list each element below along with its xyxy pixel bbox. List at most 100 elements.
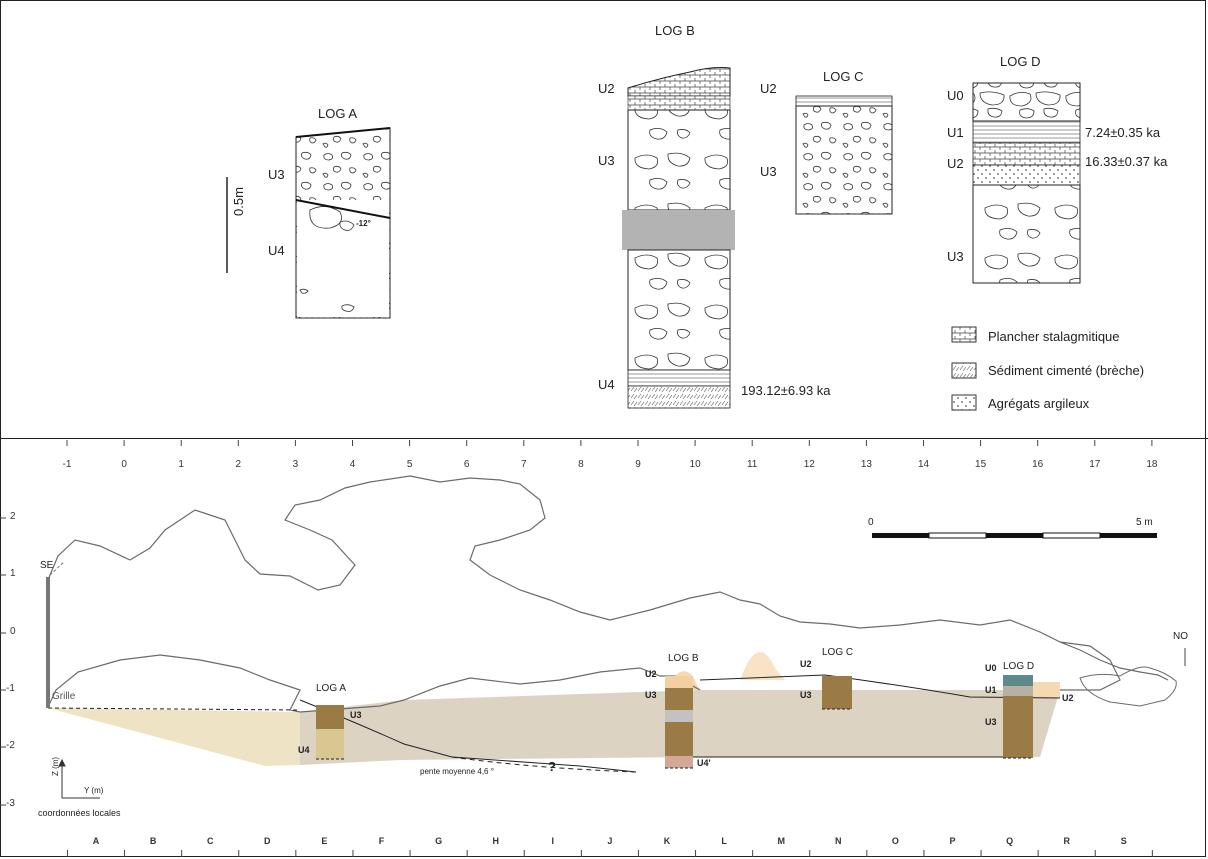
- log-d-unit-u2: U2: [947, 156, 964, 171]
- log-a-unit-u4: U4: [268, 243, 285, 258]
- section-log-b-u3: U3: [645, 690, 657, 700]
- z-tick-minus3: -3: [6, 798, 15, 809]
- x-tick-label: 11: [746, 459, 758, 470]
- log-d-unit-u0: U0: [947, 88, 964, 103]
- x-tick-label: 16: [1032, 459, 1044, 470]
- x-tick-label: 17: [1089, 459, 1101, 470]
- grid-letter: A: [92, 836, 100, 846]
- section-log-c-u3: U3: [800, 690, 812, 700]
- log-b-column: [622, 67, 735, 409]
- section-log-d-u2: U2: [1062, 693, 1074, 703]
- x-tick-label: 15: [975, 459, 987, 470]
- grid-letter: N: [835, 836, 842, 846]
- orientation-no: NO: [1173, 631, 1188, 642]
- log-b-unit-u2: U2: [598, 81, 615, 96]
- section-log-b-u2: U2: [645, 669, 657, 679]
- grid-letter: K: [663, 836, 671, 846]
- grid-letter: O: [891, 836, 899, 846]
- legend-label-clay: Agrégats argileux: [988, 396, 1090, 411]
- cemented-sediment-pattern-icon: [951, 362, 977, 379]
- section-log-b-u4: U4': [697, 758, 711, 768]
- grid-letter: B: [149, 836, 157, 846]
- grid-letter: C: [206, 836, 214, 846]
- section-log-d-u1: U1: [985, 685, 997, 695]
- section-log-a-title: LOG A: [316, 683, 347, 694]
- x-tick-label: 7: [521, 459, 527, 470]
- scalebar-end: 5 m: [1136, 517, 1153, 528]
- grid-letter: F: [378, 836, 385, 846]
- x-tick-label: 12: [803, 459, 815, 470]
- log-c-unit-u2: U2: [760, 81, 777, 96]
- grid-letter: G: [435, 836, 443, 846]
- coordinates-caption: coordonnées locales: [38, 808, 121, 818]
- z-tick-0: 0: [10, 626, 16, 637]
- grille-label: Grille: [52, 691, 76, 702]
- legend-label-stalagmite: Plancher stalagmitique: [988, 329, 1120, 344]
- scalebar-start: 0: [868, 517, 874, 528]
- log-c-unit-u3: U3: [760, 164, 777, 179]
- z-tick-2: 2: [10, 511, 16, 522]
- section-log-c-title: LOG C: [822, 647, 854, 658]
- grid-letter: I: [551, 836, 555, 846]
- log-d-title: LOG D: [1000, 54, 1041, 69]
- z-tick-minus2: -2: [6, 740, 15, 751]
- legend-label-cemented: Sédiment cimenté (brèche): [988, 363, 1145, 378]
- x-tick-label: -1: [62, 459, 72, 470]
- x-tick-label: 1: [178, 459, 184, 470]
- section-log-d-u0: U0: [985, 663, 997, 673]
- log-c-column: [795, 95, 893, 215]
- x-tick-label: 4: [349, 459, 356, 470]
- section-log-c-u2: U2: [800, 659, 812, 669]
- section-log-a-u4: U4: [298, 745, 310, 755]
- orientation-se: SE: [40, 560, 54, 571]
- z-tick-minus1: -1: [6, 683, 15, 694]
- y-axis-label: Y (m): [84, 786, 104, 795]
- log-b-unit-u3: U3: [598, 153, 615, 168]
- x-tick-label: 6: [463, 459, 470, 470]
- z-tick-1: 1: [10, 568, 16, 579]
- z-axis-label: Z (m): [51, 756, 60, 776]
- section-log-b-title: LOG B: [668, 653, 699, 664]
- x-tick-label: 9: [635, 459, 641, 470]
- x-tick-label: 8: [578, 459, 584, 470]
- x-tick-label: 2: [235, 459, 242, 470]
- x-tick-label: 13: [860, 459, 872, 470]
- log-d-date-1: 7.24±0.35 ka: [1085, 125, 1161, 140]
- log-a-column: [295, 127, 391, 319]
- grid-letter: P: [949, 836, 956, 846]
- x-tick-label: 3: [292, 459, 299, 470]
- log-a-title: LOG A: [318, 106, 358, 121]
- x-tick-label: 14: [917, 459, 930, 470]
- panel-divider: [0, 438, 1208, 439]
- grid-letter: L: [721, 836, 727, 846]
- x-tick-label: 5: [406, 459, 413, 470]
- log-b-title: LOG B: [655, 23, 695, 38]
- section-log-d-title: LOG D: [1003, 661, 1035, 672]
- log-d-unit-u3: U3: [947, 249, 964, 264]
- grid-letter: E: [321, 836, 328, 846]
- log-d-unit-u1: U1: [947, 125, 964, 140]
- grid-letter: S: [1120, 836, 1127, 846]
- stalagmite-floor-pattern-icon: [951, 326, 977, 343]
- x-tick-label: 0: [121, 459, 127, 470]
- scale-label: 0.5m: [231, 187, 246, 216]
- grid-letter: M: [777, 836, 785, 846]
- question-mark: ?: [548, 759, 556, 774]
- grid-letter: J: [607, 836, 613, 846]
- x-tick-label: 18: [1146, 459, 1158, 470]
- x-tick-label: 10: [689, 459, 701, 470]
- grid-letter: H: [492, 836, 499, 846]
- log-a-unit-u3: U3: [268, 167, 285, 182]
- grid-letter: Q: [1006, 836, 1014, 846]
- log-a-angle: -12°: [356, 219, 371, 228]
- section-log-a-u3: U3: [350, 710, 362, 720]
- grid-letter: R: [1063, 836, 1070, 846]
- log-b-unit-u4: U4: [598, 377, 615, 392]
- log-d-column: [972, 82, 1081, 284]
- log-c-title: LOG C: [823, 69, 864, 84]
- log-d-date-2: 16.33±0.37 ka: [1085, 154, 1168, 169]
- log-b-date: 193.12±6.93 ka: [741, 383, 831, 398]
- grid-letter: D: [264, 836, 271, 846]
- clay-aggregates-pattern-icon: [951, 394, 977, 411]
